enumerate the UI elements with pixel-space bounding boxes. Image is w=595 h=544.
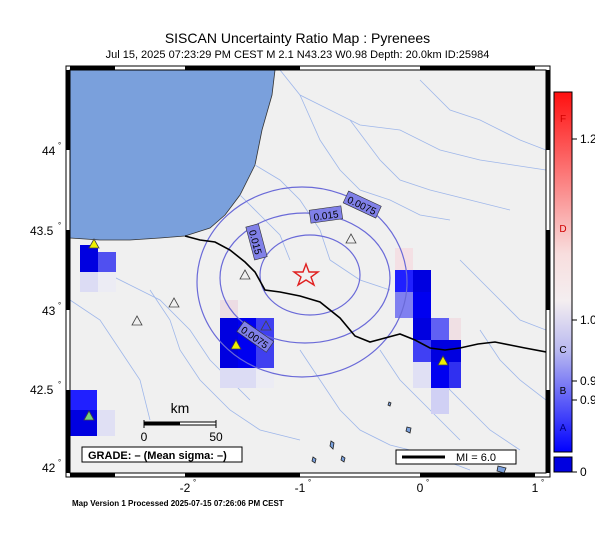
event-info: Jul 15, 2025 07:23:29 PM CEST M 2.1 N43.… bbox=[105, 49, 490, 61]
longitude-labels: -2 -1 0 1 ° ° ° ° bbox=[180, 478, 545, 495]
latitude-labels: 44 43.5 43 42.5 42 ° ° ° ° ° bbox=[30, 141, 61, 475]
uncertainty-contours bbox=[196, 186, 408, 378]
grade-label: A bbox=[560, 423, 567, 434]
svg-text:°: ° bbox=[58, 380, 61, 389]
grade-label: B bbox=[560, 386, 567, 397]
scale-unit: km bbox=[171, 400, 190, 416]
grade-label: C bbox=[559, 345, 566, 356]
lat-tick: 42 bbox=[42, 461, 56, 475]
lat-tick: 44 bbox=[42, 144, 56, 158]
station-icon bbox=[230, 339, 242, 350]
scale-tick: 50 bbox=[209, 430, 223, 444]
svg-text:°: ° bbox=[193, 478, 196, 487]
svg-text:°: ° bbox=[541, 478, 544, 487]
svg-text:°: ° bbox=[58, 301, 61, 310]
colorbar: F D C B A 1.2 1.0 0.9 0.9 0 bbox=[553, 91, 595, 479]
svg-text:°: ° bbox=[426, 478, 429, 487]
grade-text: GRADE: – (Mean sigma: –) bbox=[88, 450, 227, 462]
colorbar-value: 1.0 bbox=[580, 313, 595, 327]
lat-tick: 42.5 bbox=[30, 383, 54, 397]
mi-legend-text: MI = 6.0 bbox=[456, 452, 496, 464]
sea-area bbox=[70, 70, 276, 241]
grade-box: GRADE: – (Mean sigma: –) bbox=[81, 446, 243, 463]
epicenter-star-icon bbox=[291, 262, 321, 287]
station-icon bbox=[83, 410, 95, 421]
lon-tick: 1 bbox=[532, 481, 539, 495]
svg-text:°: ° bbox=[58, 458, 61, 467]
scale-tick: 0 bbox=[141, 430, 148, 444]
station-icon bbox=[239, 269, 251, 280]
rivers bbox=[70, 70, 546, 471]
lon-tick: -2 bbox=[180, 481, 191, 495]
svg-text:°: ° bbox=[308, 478, 311, 487]
station-icon bbox=[131, 315, 143, 326]
seismic-stations bbox=[83, 233, 449, 421]
colorbar-value: 0.9 bbox=[580, 374, 595, 388]
lon-tick: -1 bbox=[295, 481, 306, 495]
station-icon bbox=[437, 355, 449, 366]
svg-text:°: ° bbox=[58, 221, 61, 230]
lat-tick: 43 bbox=[42, 304, 56, 318]
grade-label: F bbox=[560, 114, 566, 125]
colorbar-value: 1.2 bbox=[580, 132, 595, 146]
colorbar-value: 0 bbox=[580, 465, 587, 479]
lat-tick: 43.5 bbox=[30, 224, 54, 238]
grade-label: D bbox=[559, 224, 566, 235]
station-icon bbox=[345, 233, 357, 244]
svg-text:°: ° bbox=[58, 141, 61, 150]
scale-bar: km 0 50 bbox=[141, 400, 223, 444]
lon-tick: 0 bbox=[417, 481, 424, 495]
station-icon bbox=[260, 320, 272, 331]
contour-label: 0.015 bbox=[313, 209, 340, 223]
colorbar-value: 0.9 bbox=[580, 393, 595, 407]
station-icon bbox=[88, 238, 100, 249]
processing-footer: Map Version 1 Processed 2025-07-15 07:26… bbox=[72, 499, 284, 508]
station-icon bbox=[168, 297, 180, 308]
map-frame bbox=[65, 65, 551, 478]
map-title: SISCAN Uncertainty Ratio Map : Pyrenees bbox=[164, 30, 431, 46]
national-border bbox=[184, 235, 546, 353]
mi-legend: MI = 6.0 bbox=[395, 449, 517, 465]
uncertainty-cells bbox=[70, 245, 461, 436]
